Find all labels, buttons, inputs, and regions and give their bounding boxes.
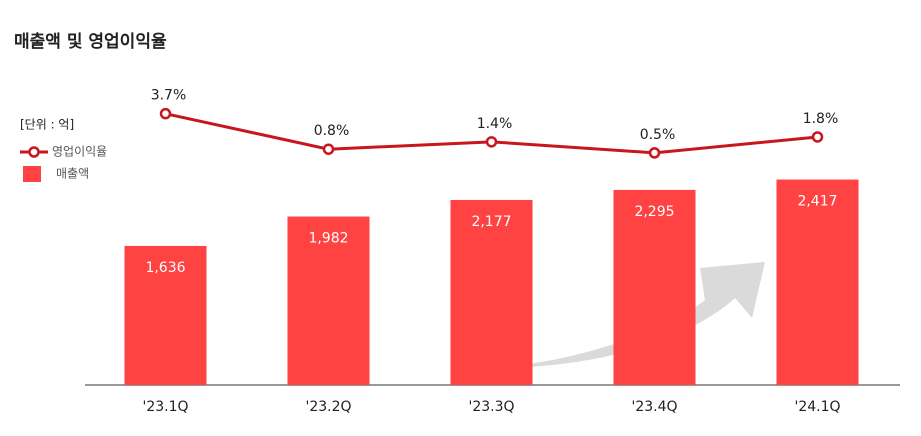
line-value-label: 1.4% (477, 116, 513, 132)
unit-label: [단위 : 억] (20, 118, 74, 132)
x-tick-label: '23.4Q (631, 399, 677, 415)
line-point (159, 107, 172, 120)
legend-label: 영업이익율 (52, 145, 107, 159)
bar (776, 179, 859, 385)
x-tick-label: '24.1Q (794, 399, 840, 415)
bar-value-label: 1,982 (308, 231, 348, 247)
bar (613, 189, 696, 385)
x-tick-label: '23.3Q (468, 399, 514, 415)
line-value-label: 1.8% (803, 111, 839, 127)
bar (450, 199, 533, 385)
legend-swatch (28, 146, 40, 158)
x-tick-label: '23.1Q (142, 399, 188, 415)
bar-value-label: 2,295 (634, 204, 674, 220)
legend-label: 매출액 (56, 167, 89, 181)
bar-value-label: 1,636 (145, 260, 185, 276)
bar (124, 245, 207, 385)
line-value-label: 0.8% (314, 123, 350, 139)
line-value-label: 0.5% (640, 127, 676, 143)
line-point (811, 131, 824, 143)
line-point (648, 147, 661, 159)
line-point (322, 143, 335, 155)
line-value-label: 3.7% (151, 88, 187, 104)
chart-title: 매출액 및 영업이익율 (14, 32, 167, 52)
line-point (485, 136, 498, 148)
bar-value-label: 2,417 (797, 194, 837, 210)
legend-swatch (23, 166, 41, 182)
x-tick-label: '23.2Q (305, 399, 351, 415)
bar (287, 216, 370, 385)
bar-value-label: 2,177 (471, 214, 511, 230)
